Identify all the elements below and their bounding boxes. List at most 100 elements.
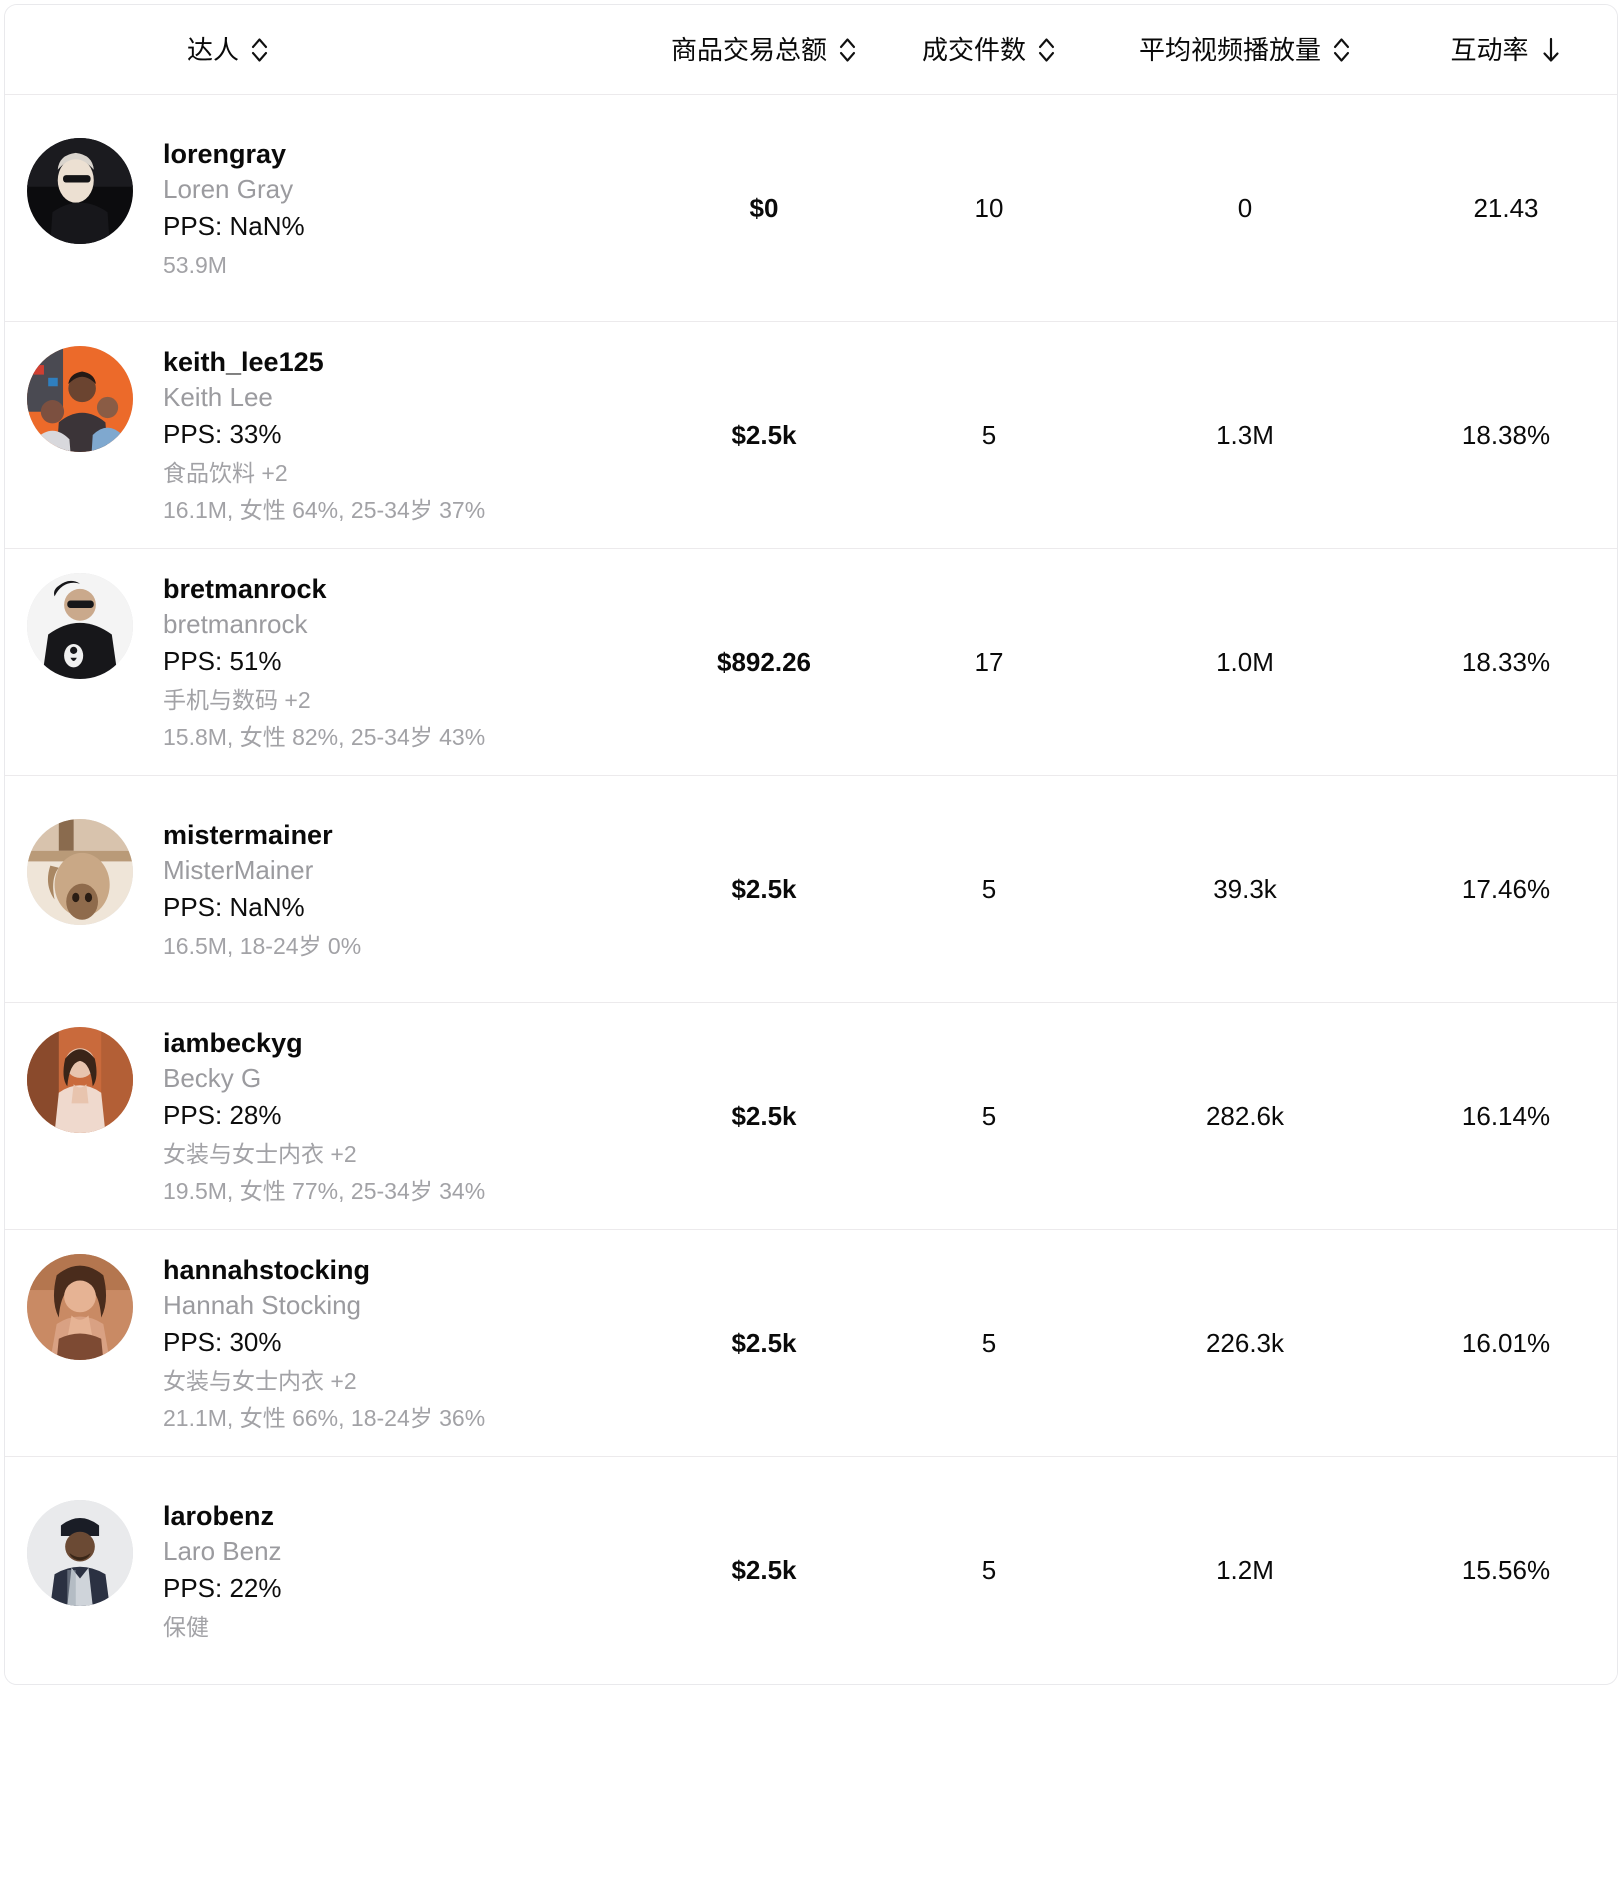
- table-row[interactable]: lorengray Loren Gray PPS: NaN% 53.9M $0 …: [5, 95, 1617, 322]
- column-header-views[interactable]: 平均视频播放量: [1095, 35, 1395, 65]
- sort-updown-icon[interactable]: [838, 35, 857, 65]
- creator-category: 女装与女士内衣 +2: [163, 1140, 357, 1167]
- creator-info: bretmanrock bretmanrock PPS: 51% 手机与数码 +…: [133, 569, 485, 755]
- creator-cell[interactable]: hannahstocking Hannah Stocking PPS: 30% …: [5, 1250, 645, 1436]
- creator-pps: PPS: 22%: [163, 1573, 282, 1604]
- cell-views: 1.0M: [1216, 646, 1274, 677]
- cell-engagement: 16.01%: [1461, 1327, 1551, 1358]
- cell-units: 10: [974, 192, 1004, 223]
- creator-displayname: MisterMainer: [163, 854, 314, 885]
- creator-demographics: 21.1M, 女性 66%, 18-24岁 36%: [163, 1405, 486, 1432]
- column-header-units-label: 成交件数: [921, 34, 1026, 65]
- avatar: [27, 1254, 133, 1361]
- cell-engagement: 16.14%: [1461, 1100, 1551, 1131]
- column-header-gmv[interactable]: 商品交易总额: [645, 35, 883, 65]
- creator-displayname: Laro Benz: [163, 1536, 282, 1567]
- cell-views: 226.3k: [1205, 1327, 1285, 1358]
- table-row[interactable]: hannahstocking Hannah Stocking PPS: 30% …: [5, 1230, 1617, 1457]
- creator-username: lorengray: [163, 138, 287, 169]
- cell-views: 282.6k: [1205, 1100, 1285, 1131]
- cell-gmv: $2.5k: [731, 1555, 797, 1585]
- avatar: [27, 818, 133, 925]
- creator-displayname: Loren Gray: [163, 173, 294, 204]
- cell-views: 1.2M: [1216, 1555, 1274, 1585]
- creator-demographics: 15.8M, 女性 82%, 25-34岁 43%: [163, 724, 486, 751]
- table-body: lorengray Loren Gray PPS: NaN% 53.9M $0 …: [5, 95, 1617, 1684]
- cell-views: 0: [1237, 192, 1253, 223]
- creator-demographics: 53.9M: [163, 251, 227, 278]
- column-header-engagement[interactable]: 互动率: [1395, 35, 1617, 65]
- cell-gmv: $892.26: [717, 646, 811, 677]
- creator-displayname: Keith Lee: [163, 382, 273, 413]
- creator-cell[interactable]: lorengray Loren Gray PPS: NaN% 53.9M: [5, 134, 645, 282]
- column-header-units[interactable]: 成交件数: [883, 35, 1095, 65]
- creator-info: iambeckyg Becky G PPS: 28% 女装与女士内衣 +2 19…: [133, 1023, 485, 1209]
- sort-updown-icon[interactable]: [250, 35, 269, 65]
- column-header-views-label: 平均视频播放量: [1138, 34, 1321, 65]
- creator-cell[interactable]: iambeckyg Becky G PPS: 28% 女装与女士内衣 +2 19…: [5, 1023, 645, 1209]
- sort-desc-arrow-icon[interactable]: [1540, 35, 1562, 65]
- creator-displayname: Becky G: [163, 1063, 262, 1094]
- cell-units: 5: [981, 1100, 997, 1131]
- column-header-creator[interactable]: 达人: [5, 35, 645, 65]
- table-row[interactable]: larobenz Laro Benz PPS: 22% 保健 $2.5k 5 1…: [5, 1457, 1617, 1684]
- table-row[interactable]: mistermainer MisterMainer PPS: NaN% 16.5…: [5, 776, 1617, 1003]
- creator-displayname: Hannah Stocking: [163, 1290, 362, 1321]
- cell-units: 17: [974, 646, 1004, 677]
- cell-engagement: 17.46%: [1461, 873, 1551, 904]
- sort-updown-icon[interactable]: [1332, 35, 1351, 65]
- avatar: [27, 1027, 133, 1134]
- creator-demographics: 19.5M, 女性 77%, 25-34岁 34%: [163, 1178, 486, 1205]
- table-header-row: 达人 商品交易总额 成交件数: [5, 5, 1617, 95]
- creator-info: mistermainer MisterMainer PPS: NaN% 16.5…: [133, 815, 361, 963]
- avatar: [27, 1500, 133, 1607]
- cell-engagement: 15.56%: [1461, 1555, 1551, 1585]
- table-row[interactable]: keith_lee125 Keith Lee PPS: 33% 食品饮料 +2 …: [5, 322, 1617, 549]
- cell-units: 5: [981, 1555, 997, 1585]
- cell-engagement: 18.38%: [1461, 419, 1551, 450]
- creator-analytics-table: 达人 商品交易总额 成交件数: [4, 4, 1618, 1685]
- creator-cell[interactable]: keith_lee125 Keith Lee PPS: 33% 食品饮料 +2 …: [5, 342, 645, 528]
- column-header-engagement-label: 互动率: [1450, 34, 1529, 65]
- creator-username: larobenz: [163, 1501, 275, 1532]
- creator-pps: PPS: NaN%: [163, 891, 305, 922]
- cell-views: 1.3M: [1216, 419, 1274, 450]
- column-header-gmv-label: 商品交易总额: [670, 34, 827, 65]
- creator-cell[interactable]: larobenz Laro Benz PPS: 22% 保健: [5, 1496, 645, 1644]
- column-header-creator-label: 达人: [187, 34, 240, 65]
- creator-info: keith_lee125 Keith Lee PPS: 33% 食品饮料 +2 …: [133, 342, 485, 528]
- cell-units: 5: [981, 1327, 997, 1358]
- creator-pps: PPS: 33%: [163, 419, 282, 450]
- creator-cell[interactable]: bretmanrock bretmanrock PPS: 51% 手机与数码 +…: [5, 569, 645, 755]
- creator-pps: PPS: 51%: [163, 646, 282, 677]
- creator-username: keith_lee125: [163, 347, 324, 378]
- creator-displayname: bretmanrock: [163, 609, 308, 640]
- creator-category: 食品饮料 +2: [163, 459, 288, 486]
- cell-gmv: $2.5k: [731, 1327, 797, 1358]
- cell-engagement: 21.43: [1473, 192, 1539, 223]
- avatar: [27, 573, 133, 680]
- avatar: [27, 137, 133, 244]
- cell-units: 5: [981, 419, 997, 450]
- table-row[interactable]: iambeckyg Becky G PPS: 28% 女装与女士内衣 +2 19…: [5, 1003, 1617, 1230]
- sort-updown-icon[interactable]: [1037, 35, 1056, 65]
- creator-username: bretmanrock: [163, 574, 327, 605]
- creator-pps: PPS: NaN%: [163, 210, 305, 241]
- creator-username: mistermainer: [163, 819, 333, 850]
- creator-category: 女装与女士内衣 +2: [163, 1367, 357, 1394]
- creator-username: iambeckyg: [163, 1028, 303, 1059]
- table-row[interactable]: bretmanrock bretmanrock PPS: 51% 手机与数码 +…: [5, 549, 1617, 776]
- creator-pps: PPS: 30%: [163, 1327, 282, 1358]
- creator-info: hannahstocking Hannah Stocking PPS: 30% …: [133, 1250, 485, 1436]
- creator-pps: PPS: 28%: [163, 1100, 282, 1131]
- cell-units: 5: [981, 873, 997, 904]
- creator-category: 保健: [163, 1614, 209, 1641]
- creator-info: larobenz Laro Benz PPS: 22% 保健: [133, 1496, 282, 1644]
- creator-demographics: 16.5M, 18-24岁 0%: [163, 932, 362, 959]
- cell-engagement: 18.33%: [1461, 646, 1551, 677]
- cell-gmv: $2.5k: [731, 419, 797, 450]
- creator-info: lorengray Loren Gray PPS: NaN% 53.9M: [133, 134, 305, 282]
- creator-demographics: 16.1M, 女性 64%, 25-34岁 37%: [163, 497, 486, 524]
- creator-cell[interactable]: mistermainer MisterMainer PPS: NaN% 16.5…: [5, 815, 645, 963]
- cell-views: 39.3k: [1213, 873, 1277, 904]
